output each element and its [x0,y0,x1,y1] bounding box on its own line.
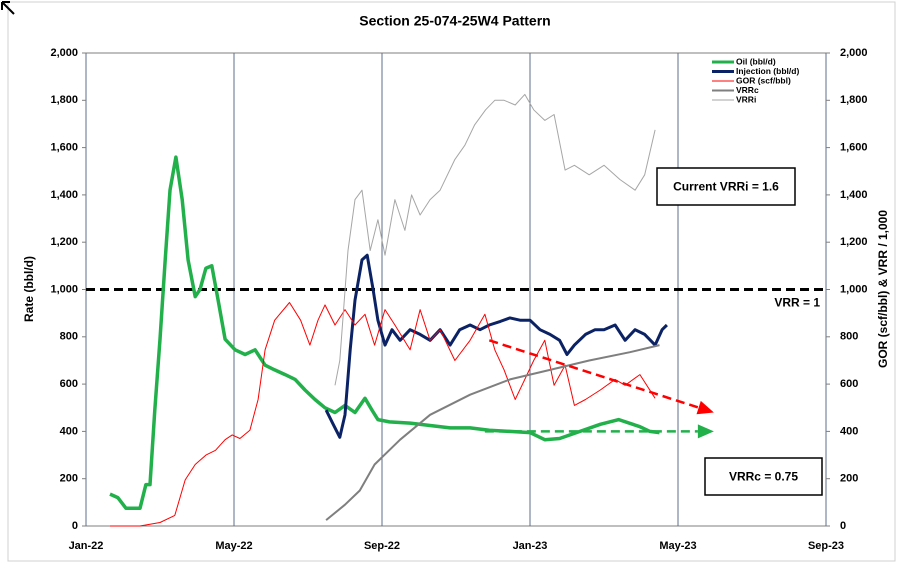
y-tick-label: 1,800 [50,94,78,106]
y2-tick-label: 1,400 [840,189,868,201]
y-tick-label: 600 [60,378,78,390]
x-tick-label: May-22 [215,540,252,552]
legend-label: Oil (bbl/d) [736,56,776,66]
arrow-head [696,400,714,415]
series-line [324,253,668,439]
series-line [334,93,656,386]
y2-tick-label: 200 [840,473,858,485]
y2-tick-label: 1,600 [840,142,868,154]
legend-label: Injection (bbl/d) [736,66,799,76]
y-tick-label: 1,400 [50,189,78,201]
x-tick-label: Jan-23 [513,540,548,552]
y2-tick-label: 1,200 [840,236,868,248]
corner-arrow [1,1,15,15]
legend-label: VRRi [736,94,756,104]
x-tick-label: Jan-22 [69,540,104,552]
x-tick-label: Sep-22 [364,540,400,552]
y2-tick-label: 1,000 [840,283,868,295]
y-tick-label: 2,000 [50,47,78,59]
trend-arrow [488,339,700,409]
y2-tick-label: 400 [840,425,858,437]
x-tick-label: Sep-23 [808,540,844,552]
series-line [325,344,660,521]
y2-tick-label: 800 [840,331,858,343]
y-tick-label: 1,200 [50,236,78,248]
y2-tick-label: 0 [840,520,846,532]
reference-label: VRR = 1 [774,296,820,310]
y-tick-label: 400 [60,425,78,437]
legend-label: VRRc [736,85,759,95]
y-tick-label: 0 [72,520,78,532]
annotation-text: Current VRRi = 1.6 [673,180,779,194]
chart-title: Section 25-074-25W4 Pattern [359,13,550,29]
legend-label: GOR (scf/bbl) [736,75,791,85]
annotation-box [656,167,796,206]
series-line [109,155,660,511]
annotation-text: VRRc = 0.75 [729,470,798,484]
y2-tick-label: 2,000 [840,47,868,59]
arrow-head [697,424,714,439]
annotation-box [704,457,823,496]
series-line [110,302,656,527]
y-tick-label: 1,000 [50,283,78,295]
x-tick-label: May-23 [659,540,696,552]
y-tick-label: 1,600 [50,142,78,154]
y2-tick-label: 1,800 [840,94,868,106]
y2-axis-label: GOR (scf/bbl) & VRR / 1,000 [876,210,890,368]
y-tick-label: 800 [60,331,78,343]
y2-tick-label: 600 [840,378,858,390]
y-tick-label: 200 [60,473,78,485]
y-axis-label: Rate (bbl/d) [22,256,36,322]
